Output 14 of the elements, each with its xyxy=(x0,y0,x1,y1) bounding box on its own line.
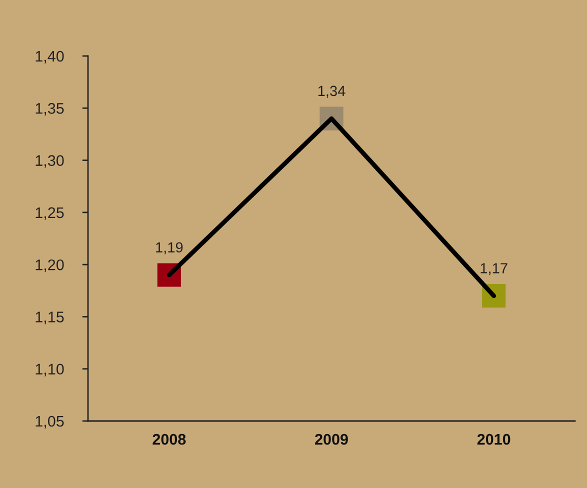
y-tick-label: 1,05 xyxy=(36,416,64,428)
y-tick-label: 1,30 xyxy=(36,155,64,168)
x-tick-label: 2009 xyxy=(315,434,348,445)
y-tick-label: 1,40 xyxy=(36,50,64,64)
y-tick-label: 1,35 xyxy=(36,103,64,116)
data-label: 1,19 xyxy=(156,242,183,254)
data-label: 1,17 xyxy=(480,263,508,276)
y-tick-label: 1,20 xyxy=(36,259,64,272)
y-tick-label: 1,25 xyxy=(36,207,64,220)
x-tick-label: 2008 xyxy=(152,434,186,445)
x-tick-label: 2010 xyxy=(477,434,510,445)
y-tick-label: 1,15 xyxy=(36,312,64,324)
y-tick-label: 1,10 xyxy=(36,364,64,376)
data-label: 1,34 xyxy=(318,86,346,98)
